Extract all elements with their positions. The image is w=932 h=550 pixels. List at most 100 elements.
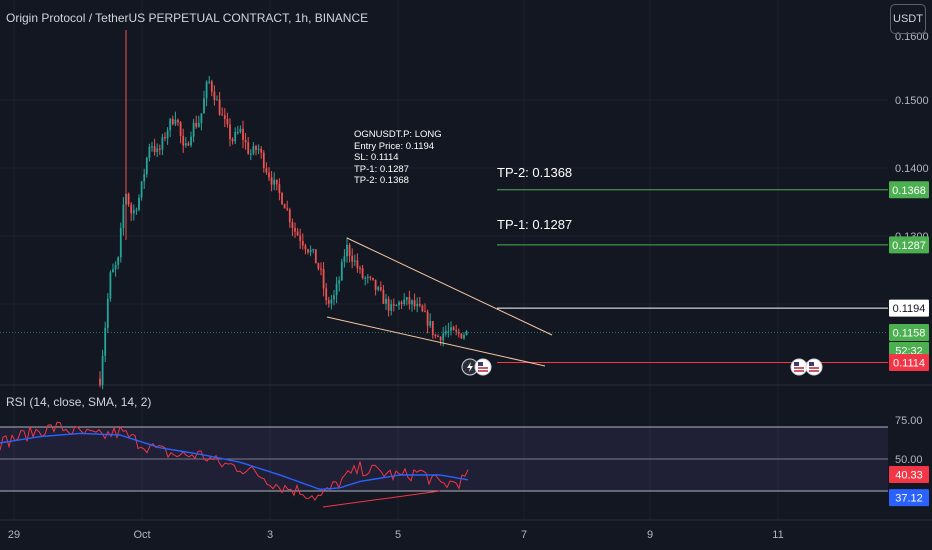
trade-info-line: TP-2: 0.1368 <box>354 175 409 187</box>
candle-body <box>158 148 161 150</box>
trade-info-line: SL: 0.1114 <box>354 152 399 164</box>
candle-body <box>413 300 416 307</box>
candle-body <box>200 113 203 123</box>
candle-body <box>138 197 140 210</box>
candle-body <box>359 268 361 270</box>
candle-body <box>395 305 398 307</box>
candle-body <box>348 244 351 256</box>
currency-button[interactable]: USDT <box>890 4 926 34</box>
candle-body <box>171 118 174 125</box>
candle-body <box>343 256 346 262</box>
candle-body <box>239 128 242 132</box>
grid <box>0 0 888 520</box>
candle-body <box>210 81 213 92</box>
candle-body <box>294 227 296 232</box>
candle-body <box>286 208 289 210</box>
candle-body <box>174 119 177 125</box>
trade-info-line: Entry Price: 0.1194 <box>354 140 435 152</box>
candle-body <box>288 209 291 223</box>
candle-body <box>442 333 445 341</box>
candle-body <box>392 304 395 306</box>
candle-body <box>262 152 265 169</box>
us-flag-event-icon[interactable] <box>474 358 492 376</box>
price-tag-box <box>889 299 929 317</box>
candle-body <box>145 158 148 175</box>
flag-canton <box>809 362 814 366</box>
candle-body <box>333 295 335 300</box>
time-tick-label: 11 <box>772 529 783 541</box>
candle-body <box>275 179 278 185</box>
us-flag-event-icon[interactable] <box>805 358 823 376</box>
candle-body <box>314 249 317 264</box>
candle-body <box>127 193 130 205</box>
candle-body <box>366 276 369 278</box>
candle-body <box>164 137 166 139</box>
candle-body <box>385 298 387 304</box>
candle-body <box>195 122 198 127</box>
price-tag-box <box>889 353 929 371</box>
candle-body <box>450 327 452 331</box>
price-tag-label: 0.1158 <box>893 328 926 340</box>
candle-body <box>184 143 187 146</box>
candle-body <box>429 321 432 326</box>
candle-body <box>387 298 390 311</box>
tp1-level-label: TP-1: 0.1287 <box>497 217 573 232</box>
price-tick-label: 0.1500 <box>895 95 929 107</box>
flag-canton <box>478 362 483 366</box>
trade-info-annotation: OGNUSDT.P: LONG Entry Price: 0.1194 SL: … <box>354 129 442 187</box>
candle-body <box>325 288 328 301</box>
candle-body <box>252 146 255 154</box>
trade-info-line: OGNUSDT.P: LONG <box>354 129 442 140</box>
candle-body <box>444 331 447 334</box>
candle-body <box>140 181 143 198</box>
candle-body <box>177 119 179 123</box>
time-tick-label: 9 <box>647 529 653 541</box>
candle-body <box>226 118 229 125</box>
flash-glyph <box>467 362 473 372</box>
chart-title: Origin Protocol / TetherUS PERPETUAL CON… <box>6 11 369 25</box>
candle-body <box>460 333 463 339</box>
candle-body <box>340 261 343 281</box>
candle-body <box>143 174 146 182</box>
candle-body <box>351 255 354 262</box>
rsi-value-label: 40.33 <box>895 469 923 481</box>
time-tick-label: Oct <box>133 529 150 541</box>
price-tag-label: 0.1194 <box>893 303 926 315</box>
candle-body <box>104 327 107 356</box>
candle-body <box>377 287 380 290</box>
candle-body <box>231 139 234 142</box>
candle-body <box>379 287 382 291</box>
rsi-sma-line <box>0 432 469 491</box>
candle-body <box>109 272 112 299</box>
candle-body <box>439 336 442 341</box>
price-tick-label: 0.1400 <box>895 163 929 175</box>
candle-body <box>179 122 182 136</box>
candle-body <box>452 327 455 331</box>
us-flag-event-icon[interactable] <box>790 358 808 376</box>
candle-body <box>312 249 315 251</box>
candle-body <box>416 303 419 307</box>
candle-body <box>132 210 135 214</box>
candle-body <box>356 260 359 269</box>
candle-body <box>424 311 426 313</box>
candle-body <box>187 143 190 146</box>
rsi-legend[interactable]: RSI (14, close, SMA, 14, 2) <box>6 395 152 409</box>
candle-body <box>156 148 159 152</box>
candle-body <box>320 268 322 270</box>
candle-body <box>216 99 218 101</box>
candle-body <box>148 146 151 159</box>
candle-body <box>213 91 216 100</box>
candle-body <box>403 299 406 305</box>
candle-body <box>114 265 117 270</box>
candle-body <box>112 269 114 273</box>
wedge-lower-line <box>326 316 546 367</box>
rsi-value-label: 37.12 <box>895 493 923 505</box>
candle-body <box>99 378 101 385</box>
candle-body <box>281 192 283 205</box>
time-tick-label: 29 <box>8 529 20 541</box>
candle-body <box>426 311 429 326</box>
rsi-divergence-line <box>322 490 441 508</box>
price-tag-label: 0.1368 <box>892 185 926 197</box>
price-tag-box <box>889 236 929 254</box>
